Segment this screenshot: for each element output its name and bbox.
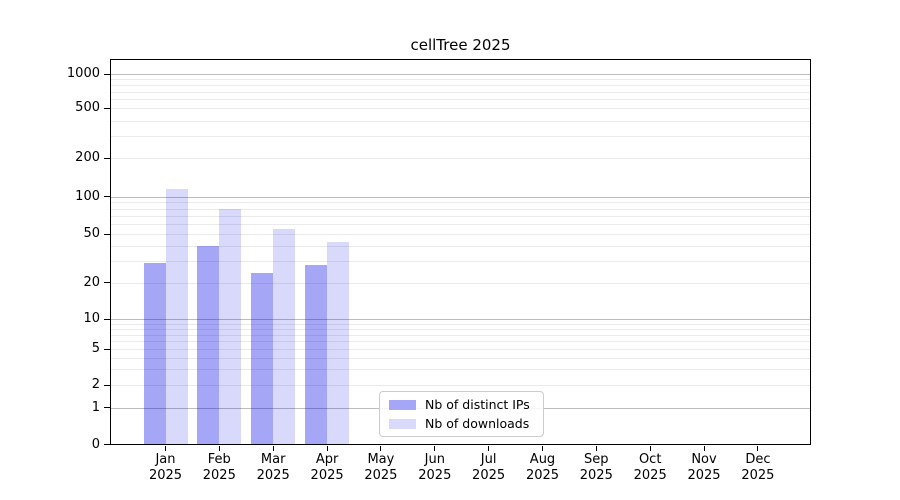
y-tick-label-500: 500 bbox=[75, 100, 100, 116]
bar-distinct-ips-feb bbox=[197, 245, 220, 444]
x-tick-mar bbox=[272, 446, 274, 451]
gridline-minor-90 bbox=[111, 202, 810, 204]
gridline-minor-50 bbox=[111, 234, 810, 235]
gridline-minor-5 bbox=[111, 349, 810, 351]
gridline-minor-2 bbox=[111, 385, 810, 386]
gridline-minor-8 bbox=[111, 328, 810, 330]
gridline-minor-4 bbox=[111, 358, 810, 359]
gridline-minor-3 bbox=[111, 369, 810, 371]
y-tick-50 bbox=[104, 233, 110, 235]
gridline-major-100 bbox=[111, 196, 810, 198]
x-tick-feb bbox=[218, 446, 220, 451]
legend-swatch-distinct-ips bbox=[389, 399, 416, 410]
x-tick-label-sep: Sep 2025 bbox=[579, 452, 613, 483]
x-tick-label-may: May 2025 bbox=[364, 452, 398, 483]
x-tick-sep bbox=[595, 446, 597, 451]
legend-item-downloads: Nb of downloads bbox=[389, 416, 534, 431]
legend-swatch-downloads bbox=[389, 418, 416, 429]
chart-title: cellTree 2025 bbox=[410, 36, 511, 54]
x-tick-jun bbox=[434, 446, 436, 451]
bar-downloads-feb bbox=[219, 209, 242, 444]
gridline-minor-20 bbox=[111, 282, 810, 284]
x-tick-may bbox=[380, 446, 382, 451]
y-tick-label-50: 50 bbox=[83, 226, 100, 241]
legend: Nb of distinct IPs Nb of downloads bbox=[379, 391, 544, 437]
x-tick-jan bbox=[165, 446, 166, 451]
y-tick-label-200: 200 bbox=[75, 150, 100, 166]
gridline-minor-500 bbox=[111, 108, 810, 110]
x-tick-label-jan: Jan 2025 bbox=[148, 452, 183, 483]
x-tick-label-aug: Aug 2025 bbox=[525, 452, 560, 483]
y-tick-label-10: 10 bbox=[83, 311, 100, 326]
y-tick-label-5: 5 bbox=[91, 341, 100, 357]
y-tick-label-1: 1 bbox=[91, 399, 100, 415]
y-tick-label-1000: 1000 bbox=[66, 66, 100, 81]
x-tick-label-jun: Jun 2025 bbox=[418, 452, 452, 483]
gridline-minor-900 bbox=[111, 79, 810, 81]
y-tick-0 bbox=[104, 444, 110, 445]
y-tick-label-0: 0 bbox=[91, 436, 100, 452]
x-tick-jul bbox=[488, 446, 490, 451]
gridline-minor-800 bbox=[111, 85, 810, 86]
x-tick-label-dec: Dec 2025 bbox=[741, 452, 775, 483]
gridline-minor-9 bbox=[111, 323, 810, 325]
gridline-minor-300 bbox=[111, 136, 810, 138]
x-tick-apr bbox=[326, 446, 328, 451]
x-tick-label-mar: Mar 2025 bbox=[256, 452, 290, 483]
gridline-minor-40 bbox=[111, 245, 810, 247]
y-tick-label-100: 100 bbox=[75, 188, 100, 204]
legend-item-distinct-ips: Nb of distinct IPs bbox=[389, 397, 534, 412]
gridline-minor-6 bbox=[111, 341, 810, 343]
y-tick-1000 bbox=[104, 73, 110, 75]
gridline-minor-200 bbox=[111, 158, 810, 160]
bar-downloads-mar bbox=[273, 228, 296, 444]
x-tick-label-apr: Apr 2025 bbox=[310, 452, 344, 483]
bar-downloads-apr bbox=[327, 242, 350, 444]
x-tick-nov bbox=[703, 446, 705, 451]
gridline-minor-60 bbox=[111, 224, 810, 226]
bar-downloads-jan bbox=[165, 189, 188, 444]
y-tick-5 bbox=[104, 348, 110, 350]
y-tick-1 bbox=[104, 407, 110, 409]
gridline-minor-700 bbox=[111, 91, 810, 93]
x-tick-oct bbox=[649, 446, 651, 451]
gridline-minor-80 bbox=[111, 208, 810, 210]
legend-label-distinct-ips: Nb of distinct IPs bbox=[425, 397, 530, 412]
y-tick-500 bbox=[104, 107, 110, 109]
x-tick-label-oct: Oct 2025 bbox=[633, 452, 667, 483]
y-tick-2 bbox=[104, 384, 110, 386]
gridline-minor-600 bbox=[111, 99, 810, 101]
y-tick-100 bbox=[104, 196, 110, 198]
x-tick-aug bbox=[542, 446, 543, 451]
x-tick-label-feb: Feb 2025 bbox=[202, 452, 236, 483]
bar-distinct-ips-mar bbox=[251, 273, 274, 444]
gridline-major-10 bbox=[111, 319, 810, 320]
gridline-major-1000 bbox=[111, 74, 810, 75]
y-tick-label-20: 20 bbox=[83, 274, 100, 290]
x-tick-dec bbox=[757, 446, 759, 451]
gridline-minor-30 bbox=[111, 261, 810, 263]
gridline-minor-70 bbox=[111, 215, 810, 217]
gridline-minor-400 bbox=[111, 120, 810, 122]
y-tick-20 bbox=[104, 282, 110, 284]
bar-distinct-ips-jan bbox=[143, 263, 166, 444]
y-tick-10 bbox=[104, 318, 110, 320]
y-tick-label-2: 2 bbox=[91, 377, 100, 392]
x-tick-label-nov: Nov 2025 bbox=[687, 452, 721, 483]
y-tick-200 bbox=[104, 157, 110, 159]
bar-distinct-ips-apr bbox=[305, 264, 328, 444]
legend-label-downloads: Nb of downloads bbox=[425, 416, 530, 431]
gridline-minor-7 bbox=[111, 334, 810, 336]
x-tick-label-jul: Jul 2025 bbox=[472, 452, 506, 483]
